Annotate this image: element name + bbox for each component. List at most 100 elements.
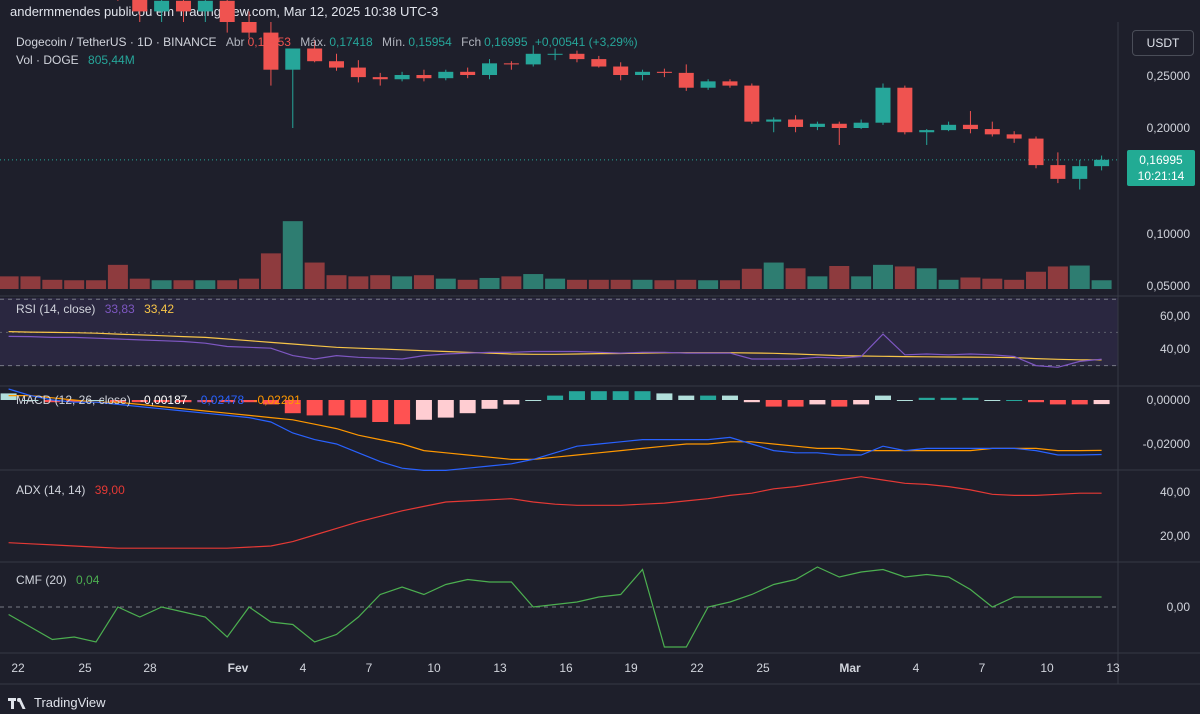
volume-bar xyxy=(807,276,828,289)
macd-histogram-bar xyxy=(809,400,826,405)
time-tick-month: Mar xyxy=(839,661,861,675)
time-tick: 10 xyxy=(1040,661,1054,675)
high-value: 0,17418 xyxy=(329,35,373,49)
volume-bar xyxy=(916,268,937,289)
change-value: +0,00541 (+3,29%) xyxy=(534,35,638,49)
macd-histogram-bar xyxy=(1071,400,1088,405)
candle-body xyxy=(941,124,957,131)
macd-histogram-bar xyxy=(612,391,629,400)
candle-body xyxy=(285,48,301,70)
macd-histogram-bar xyxy=(153,400,170,403)
volume-bar xyxy=(588,279,609,289)
volume-bar xyxy=(698,280,719,289)
price-tick: 0,20000 xyxy=(1146,121,1190,135)
cmf-tick: 0,00 xyxy=(1166,600,1190,614)
candle-body xyxy=(197,0,213,12)
volume-bar xyxy=(676,279,697,289)
candle-body xyxy=(132,0,148,12)
time-tick: 13 xyxy=(493,661,507,675)
volume-bar xyxy=(829,266,850,289)
candle-body xyxy=(962,124,978,130)
volume-bar xyxy=(217,280,238,289)
candle-body xyxy=(613,66,629,75)
macd-histogram-bar xyxy=(262,400,279,405)
macd-histogram-bar xyxy=(415,400,432,420)
volume-bar xyxy=(523,274,544,289)
candle-body xyxy=(984,129,1000,135)
close-label: Fch xyxy=(461,35,482,49)
candle-body xyxy=(897,87,913,133)
candle-body xyxy=(307,48,323,62)
macd-signal-line xyxy=(8,395,1102,460)
candle-body xyxy=(372,77,388,80)
time-tick: 7 xyxy=(978,661,986,675)
time-tick: 10 xyxy=(427,661,441,675)
candle-body xyxy=(263,32,279,70)
rsi-legend: RSI (14, close) 33,83 33,42 xyxy=(16,302,174,316)
rsi-tick: 60,00 xyxy=(1159,309,1190,323)
candle-body xyxy=(919,130,935,133)
tradingview-brand: TradingView xyxy=(34,695,106,710)
high-label: Máx. xyxy=(300,35,327,49)
macd-tick: -0,02000 xyxy=(1142,437,1190,451)
candle-body xyxy=(809,123,825,127)
adx-tick: 40,00 xyxy=(1159,485,1190,499)
volume-bar xyxy=(654,280,675,289)
rsi-value: 33,83 xyxy=(104,302,135,316)
macd-histogram-bar xyxy=(1028,400,1045,403)
macd-histogram-bar xyxy=(918,397,935,400)
volume-bar xyxy=(610,279,631,289)
volume-bar xyxy=(960,277,981,289)
volume-bar xyxy=(1004,279,1025,289)
currency-button[interactable]: USDT xyxy=(1132,30,1194,56)
candle-body xyxy=(722,81,738,86)
adx-legend: ADX (14, 14) 39,00 xyxy=(16,483,125,497)
bar-countdown: 10:21:14 xyxy=(1137,169,1185,183)
volume-bar xyxy=(741,268,762,289)
volume-bar xyxy=(129,278,150,289)
volume-value: 805,44M xyxy=(88,53,135,67)
volume-bar xyxy=(1026,271,1047,289)
macd-histogram-bar xyxy=(350,400,367,418)
macd-histogram-bar xyxy=(678,395,695,400)
rsi-line xyxy=(8,333,1102,368)
price-tick: 0,25000 xyxy=(1146,69,1190,83)
macd-histogram-bar xyxy=(459,400,476,414)
volume-bar xyxy=(260,253,281,289)
time-tick: 4 xyxy=(299,661,307,675)
rsi-ma-line xyxy=(8,331,1102,361)
candle-body xyxy=(656,71,672,73)
macd-histogram-bar xyxy=(394,400,411,425)
candle-body xyxy=(700,81,716,88)
macd-histogram-bar xyxy=(634,391,651,400)
macd-histogram-bar xyxy=(1006,400,1023,401)
time-tick: 28 xyxy=(143,661,157,675)
macd-histogram-bar xyxy=(721,395,738,400)
macd-hist-value: -0,00187 xyxy=(140,393,188,407)
cmf-legend: CMF (20) 0,04 xyxy=(16,573,99,587)
candle-body xyxy=(853,122,869,128)
open-value: 0,16453 xyxy=(247,35,291,49)
time-tick-month: Fev xyxy=(227,661,249,675)
macd-histogram-bar xyxy=(219,400,236,403)
macd-histogram-bar xyxy=(743,400,760,403)
macd-histogram-bar xyxy=(481,400,498,409)
macd-histogram-bar xyxy=(831,400,848,407)
candle-body xyxy=(482,63,498,75)
time-tick: 19 xyxy=(624,661,638,675)
volume-bar xyxy=(566,279,587,289)
candle-body xyxy=(241,22,257,33)
candle-body xyxy=(394,75,410,80)
candle-body xyxy=(1094,159,1110,167)
volume-bar xyxy=(282,221,303,289)
macd-label: MACD (12, 26, close) xyxy=(16,393,131,407)
time-tick: 25 xyxy=(756,661,770,675)
macd-histogram-bar xyxy=(656,393,673,400)
volume-bar xyxy=(457,279,478,289)
volume-bar xyxy=(42,279,63,289)
macd-histogram-bar xyxy=(590,391,607,400)
candle-body xyxy=(219,0,235,23)
tradingview-footer[interactable]: TradingView xyxy=(8,695,106,710)
rsi-tick: 40,00 xyxy=(1159,342,1190,356)
